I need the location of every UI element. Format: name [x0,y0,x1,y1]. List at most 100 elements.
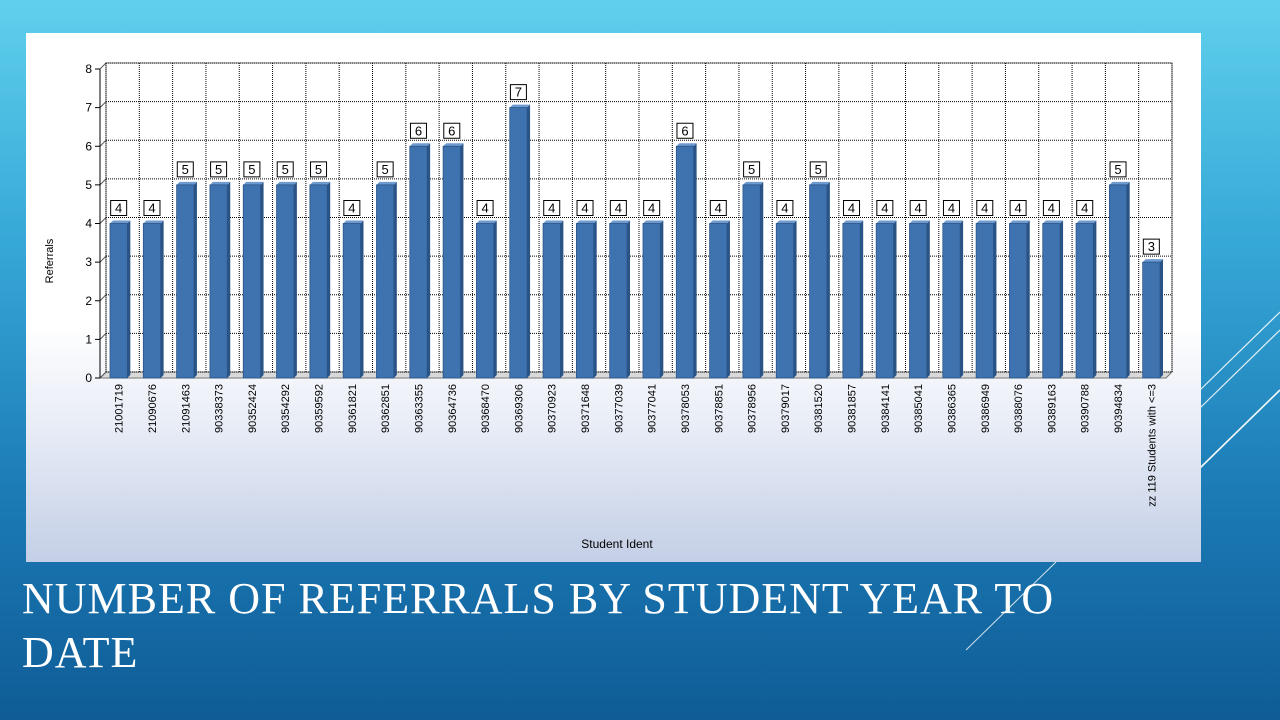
bar-side [627,220,631,378]
bar-top [776,220,797,224]
x-tick-label: 90352424 [247,384,259,433]
y-tick-label: 2 [85,294,92,308]
data-label: 4 [148,201,155,216]
data-label: 4 [915,201,922,216]
bar-side [1093,220,1097,378]
y-tick-label: 7 [85,101,92,115]
bar-top [409,143,431,147]
data-label: 4 [781,201,788,216]
data-label: 4 [1048,201,1055,216]
bar [476,223,495,379]
y-gridline-link [99,139,107,147]
y-gridline-link [99,217,107,224]
bar-side [593,220,597,378]
x-tick-label: zz 119 Students with <=3 [1146,384,1158,507]
bar [842,223,861,379]
bar [442,145,461,379]
data-label-box [1076,200,1094,216]
bar-top [876,220,897,224]
bar-side [860,220,864,378]
bar [509,107,528,379]
bar-top [276,181,297,185]
bar-side [260,181,264,378]
x-tick-label: 90359592 [314,384,326,433]
bar [1042,223,1061,379]
bar-side [826,181,830,378]
bar-side [993,220,997,378]
data-label-box [643,200,661,216]
data-label-box [609,200,627,216]
data-label: 7 [515,85,522,100]
y-gridline-link [99,294,107,302]
data-label-box [310,161,328,178]
bar-top [576,220,597,224]
bar [142,223,162,379]
x-tick-label: 90385041 [913,384,925,433]
bar-side [427,143,431,378]
bar-top [842,220,864,224]
data-label-box [509,84,527,101]
y-tick-label: 3 [85,255,92,269]
bars-layer [109,104,1164,379]
x-tick-label: 90389163 [1046,384,1058,433]
bar-top [809,181,830,185]
data-label: 4 [848,201,855,216]
x-tick-label: 90354292 [280,384,292,433]
bar [176,184,195,379]
x-tick-label: 90384141 [880,384,892,433]
bar [542,223,561,379]
bar-top [176,181,197,185]
y-tick-label: 8 [85,62,92,76]
bar [109,223,128,379]
bar-side [293,181,297,378]
bar-side [1060,220,1064,378]
bar [376,184,395,379]
bar-top [1142,259,1164,263]
data-label-box [1009,200,1027,216]
bar-side [793,220,797,378]
bar [609,223,628,379]
data-label-box [676,122,694,139]
bar-side [1026,220,1030,378]
data-label-box [576,200,594,216]
bar-top [543,220,564,224]
x-tick-label: 90390788 [1080,384,1092,433]
data-label: 4 [581,201,588,216]
labels-layer: 4 21001719 4 21090676 5 21091463 5 90338373 5 903… [110,84,1160,507]
bar-top [443,143,464,147]
bar-side [327,181,331,378]
bar-side [1126,181,1130,378]
bar-side [360,220,364,378]
bar-side [960,220,964,378]
bar [242,184,261,379]
x-tick-label: 21001719 [114,384,126,433]
bar-side [160,220,164,378]
data-label-box [1042,200,1060,216]
bar [342,223,361,379]
x-tick-label: 90371648 [580,384,592,433]
x-tick-label: 90378053 [680,384,692,433]
bar-top [909,220,930,224]
data-label: 5 [248,162,255,177]
x-tick-label: 90362851 [380,384,392,433]
data-label-box [909,200,927,216]
data-label: 4 [481,201,488,216]
bar [909,223,928,379]
data-label-box [443,122,461,139]
bar-side [926,220,930,378]
bar-top [343,220,364,224]
x-axis-title: Student Ident [581,537,653,551]
data-label-box [376,161,394,178]
x-tick-label: 90377041 [647,384,659,433]
data-label-box [809,161,827,178]
y-gridline-link [99,371,107,379]
data-label-box [409,122,427,139]
bar-top [1009,220,1030,224]
bar [742,184,761,379]
x-tick-label: 90369306 [513,384,525,433]
data-label-box [976,200,994,216]
bar [942,223,961,379]
bar-side [560,220,564,378]
bar [875,223,894,379]
data-label-box [210,161,228,178]
